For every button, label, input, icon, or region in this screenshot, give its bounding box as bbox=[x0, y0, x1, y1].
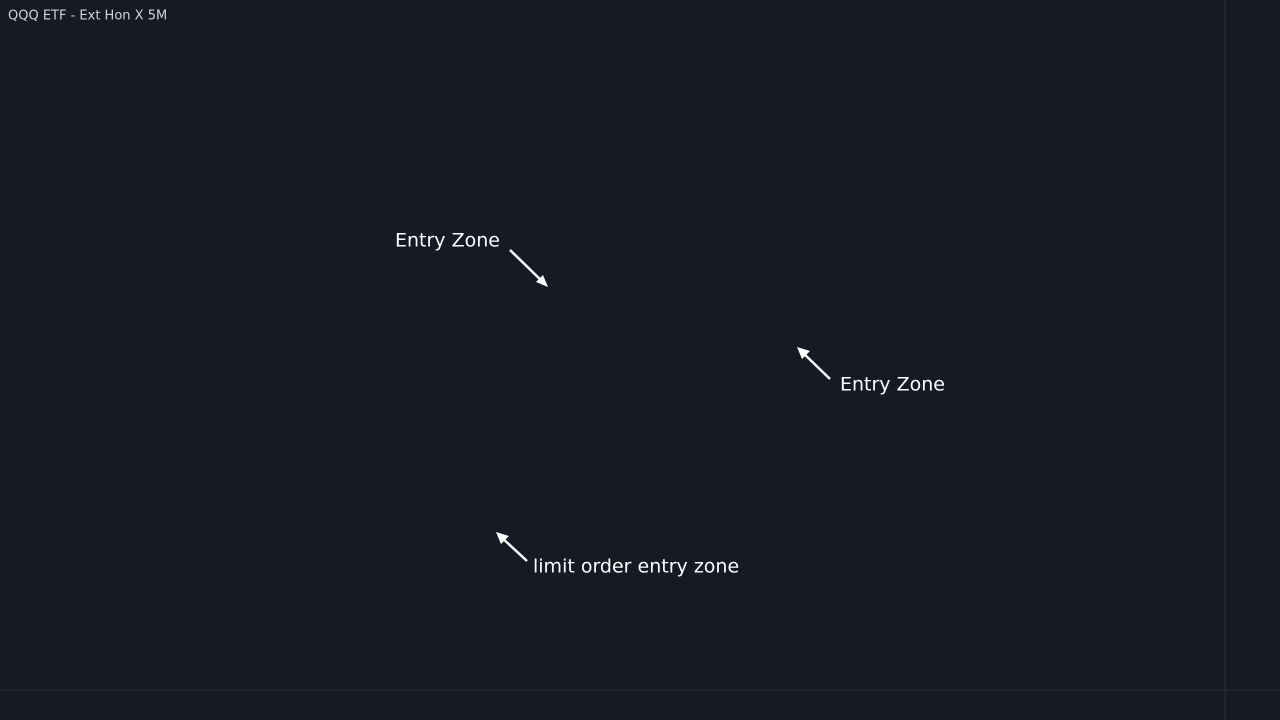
annotation: Entry Zone bbox=[395, 230, 500, 252]
arrow-head bbox=[797, 347, 810, 359]
annotation: limit order entry zone bbox=[533, 556, 739, 578]
arrow-head bbox=[496, 532, 509, 544]
arrow-head bbox=[536, 275, 548, 287]
chart-title: QQQ ETF - Ext Hon X 5M bbox=[8, 9, 167, 24]
annotation: Entry Zone bbox=[840, 374, 945, 396]
